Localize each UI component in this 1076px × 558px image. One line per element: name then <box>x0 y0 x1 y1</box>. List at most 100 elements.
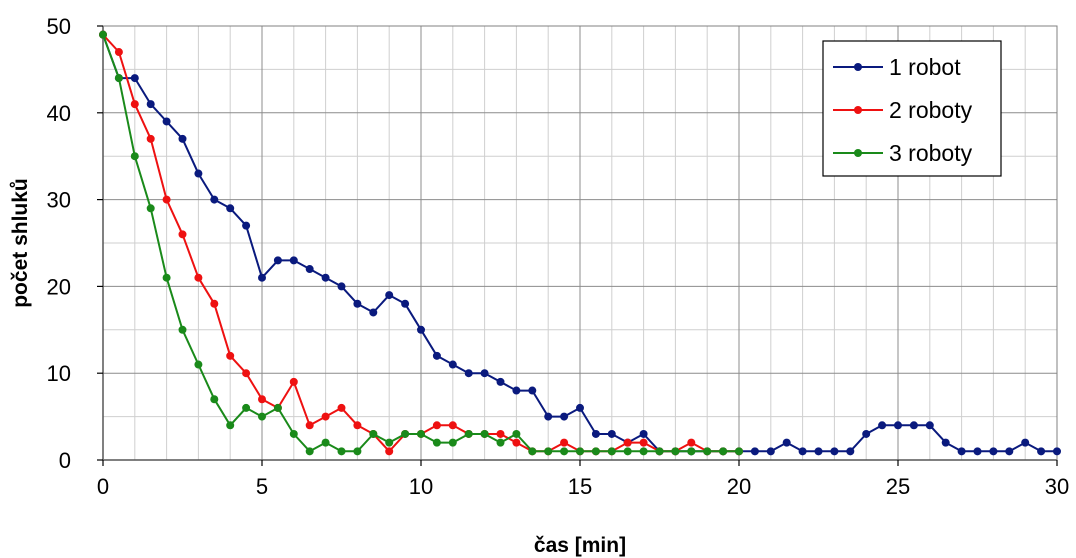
data-point <box>1005 447 1014 456</box>
data-point <box>591 447 600 456</box>
data-point <box>480 369 489 378</box>
data-point <box>1037 447 1046 456</box>
x-tick-label: 15 <box>568 474 592 499</box>
data-point <box>782 438 791 447</box>
x-tick-label: 0 <box>97 474 109 499</box>
data-point <box>496 438 505 447</box>
data-point <box>226 421 235 430</box>
data-point <box>258 273 266 282</box>
data-point <box>544 412 553 421</box>
x-axis-title: čas [min] <box>534 534 626 557</box>
data-point <box>162 195 171 204</box>
data-point <box>512 429 521 438</box>
data-point <box>528 447 537 456</box>
y-axis-ticks: 0 10 20 30 40 50 <box>47 14 103 473</box>
legend-marker <box>854 106 862 114</box>
data-point <box>925 421 934 430</box>
legend-item: 1 robot <box>833 54 961 80</box>
data-point <box>512 386 521 395</box>
data-point <box>289 377 298 386</box>
data-point <box>99 30 107 39</box>
data-point <box>560 412 569 421</box>
data-point <box>846 447 855 456</box>
data-point <box>448 438 457 447</box>
legend: 1 robot 2 roboty 3 roboty <box>822 40 1002 177</box>
x-tick-label: 25 <box>886 474 910 499</box>
data-point <box>258 412 266 421</box>
data-point <box>544 447 553 456</box>
y-tick-label: 30 <box>47 188 71 213</box>
x-tick-label: 10 <box>409 474 433 499</box>
data-point <box>655 447 664 456</box>
data-point <box>576 403 584 412</box>
data-point <box>146 204 155 213</box>
y-axis-title: počet shluků <box>9 178 32 308</box>
data-point <box>448 360 457 369</box>
data-point <box>735 447 743 456</box>
data-point <box>146 134 155 143</box>
data-point <box>178 325 187 334</box>
data-point <box>305 421 314 430</box>
data-point <box>480 429 489 438</box>
data-point <box>337 447 346 456</box>
data-point <box>226 351 235 360</box>
data-point <box>464 429 473 438</box>
data-point <box>973 447 982 456</box>
y-tick-label: 50 <box>47 14 71 39</box>
data-point <box>194 360 203 369</box>
data-point <box>417 325 425 334</box>
data-point <box>369 308 378 317</box>
data-point <box>385 438 394 447</box>
data-point <box>114 48 123 57</box>
x-tick-label: 30 <box>1045 474 1069 499</box>
data-point <box>909 421 918 430</box>
x-axis-ticks: 0 5 10 15 20 25 30 <box>97 460 1069 499</box>
data-point <box>814 447 823 456</box>
data-point <box>862 429 871 438</box>
data-point <box>385 447 394 456</box>
data-point <box>607 429 616 438</box>
data-point <box>750 447 759 456</box>
data-point <box>798 447 807 456</box>
data-point <box>353 447 362 456</box>
data-point <box>226 204 235 213</box>
data-point <box>639 438 648 447</box>
legend-item: 2 roboty <box>833 97 973 123</box>
data-point <box>1053 447 1061 456</box>
y-tick-label: 0 <box>59 448 71 473</box>
data-point <box>130 100 139 109</box>
y-tick-label: 20 <box>47 274 71 299</box>
data-point <box>703 447 712 456</box>
data-point <box>639 429 648 438</box>
data-point <box>178 230 187 239</box>
data-point <box>957 447 966 456</box>
data-point <box>941 438 950 447</box>
data-point <box>639 447 648 456</box>
data-point <box>560 438 569 447</box>
data-point <box>385 291 394 300</box>
data-point <box>242 221 251 230</box>
series-3 <box>99 30 743 456</box>
data-point <box>1021 438 1030 447</box>
data-point <box>401 429 410 438</box>
data-point <box>687 447 696 456</box>
data-point <box>178 134 187 143</box>
data-point <box>337 282 346 291</box>
data-point <box>210 195 219 204</box>
data-point <box>353 421 362 430</box>
data-point <box>289 429 298 438</box>
data-point <box>305 265 314 274</box>
data-point <box>448 421 457 430</box>
data-point <box>273 403 282 412</box>
data-point <box>321 412 330 421</box>
data-point <box>560 447 569 456</box>
data-point <box>719 447 728 456</box>
data-point <box>114 74 123 83</box>
data-point <box>989 447 998 456</box>
data-point <box>607 447 616 456</box>
data-point <box>894 421 902 430</box>
data-point <box>321 273 330 282</box>
data-point <box>130 152 139 161</box>
data-point <box>528 386 537 395</box>
